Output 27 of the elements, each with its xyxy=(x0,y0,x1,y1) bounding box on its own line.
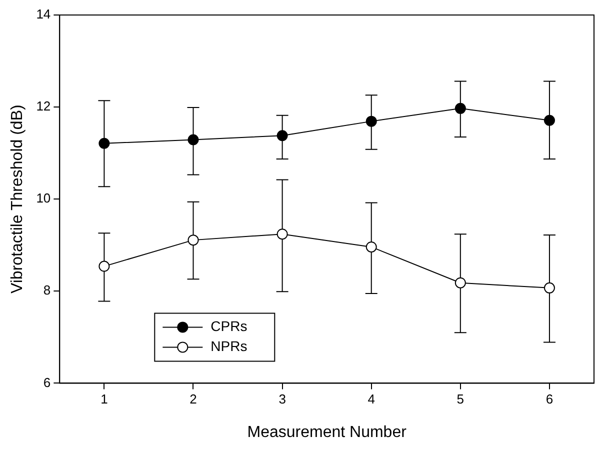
point xyxy=(276,130,288,142)
x-axis-title: Measurement Number xyxy=(247,424,408,441)
point xyxy=(98,138,110,149)
point xyxy=(544,114,555,126)
point xyxy=(98,260,110,272)
legend-label: CPRs xyxy=(210,318,248,334)
point xyxy=(366,116,377,127)
x-tick-label: 4 xyxy=(368,392,375,407)
y-axis-title: Vibrotactile Threshold (dB) xyxy=(9,104,26,294)
point xyxy=(188,134,199,146)
point xyxy=(366,241,377,252)
point xyxy=(544,282,555,294)
x-tick-label: 1 xyxy=(100,392,108,407)
y-tick-label: 10 xyxy=(36,190,51,206)
point xyxy=(454,102,466,114)
y-tick-label: 12 xyxy=(36,98,51,114)
point xyxy=(188,234,199,246)
y-tick-label: 8 xyxy=(43,282,51,298)
x-tick-label: 3 xyxy=(278,392,286,407)
y-tick-label: 14 xyxy=(36,6,51,22)
x-tick-label: 2 xyxy=(190,392,197,407)
y-tick-label: 6 xyxy=(43,374,51,390)
x-tick-label: 5 xyxy=(456,392,464,407)
point xyxy=(276,228,288,240)
x-tick-label: 6 xyxy=(546,392,554,407)
legend-label: NPRs xyxy=(210,338,248,354)
point xyxy=(454,277,466,288)
